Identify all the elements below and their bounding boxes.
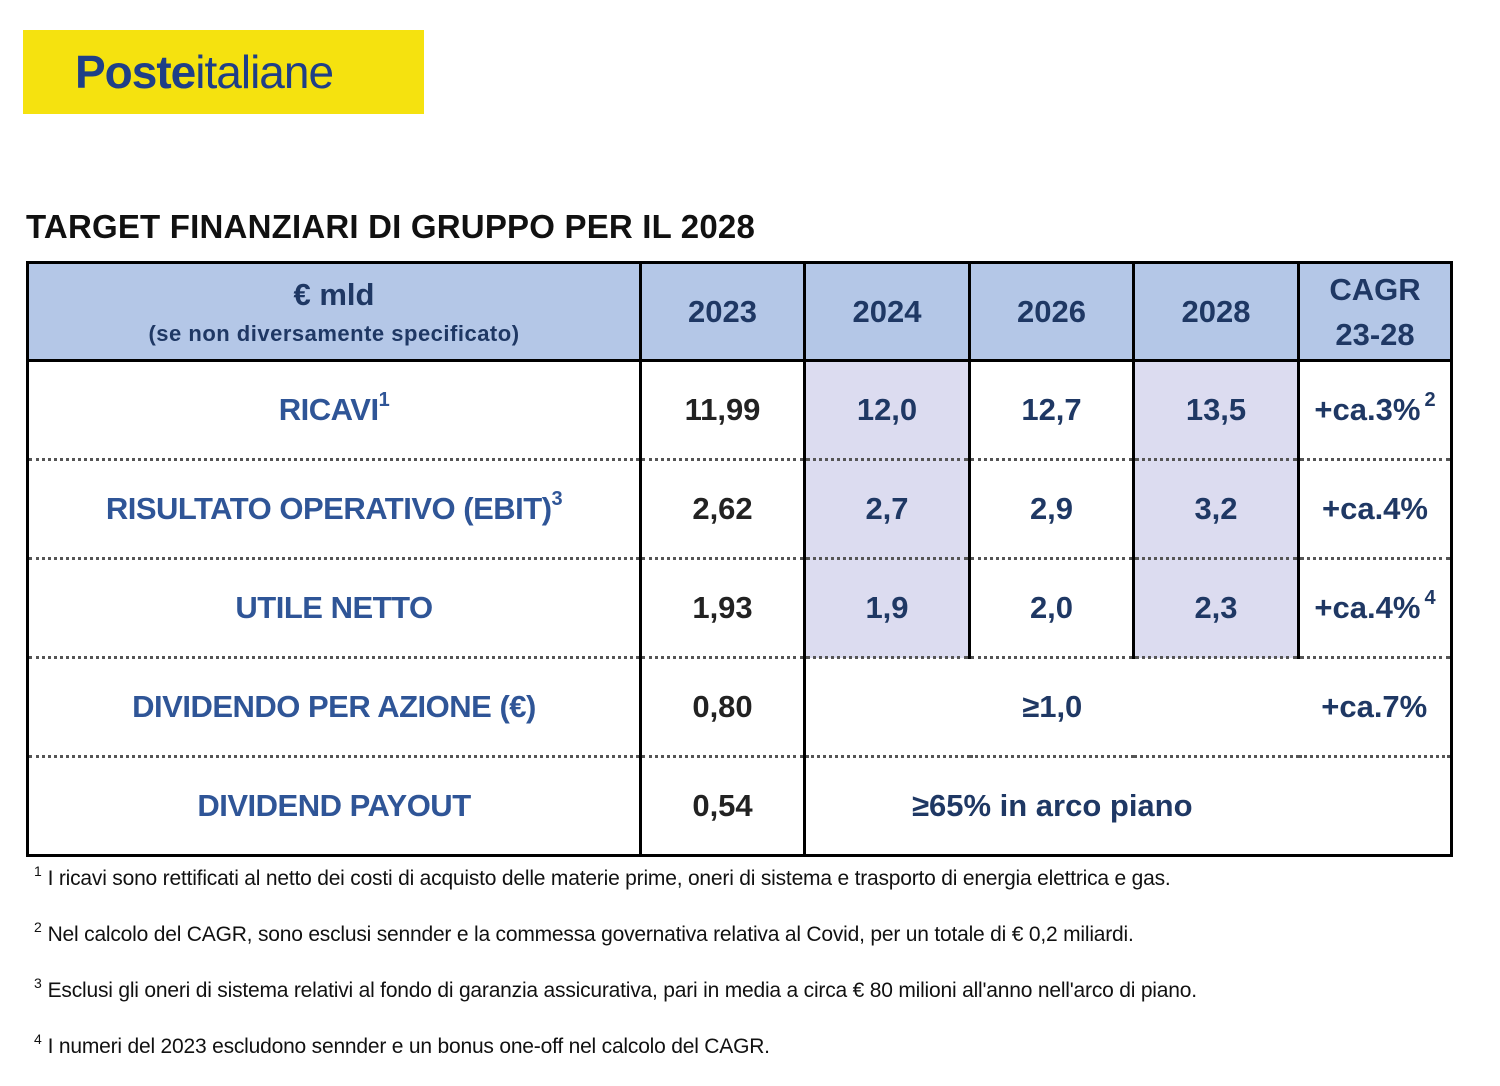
header-year-2026: 2026 [968, 261, 1135, 362]
table-row-utile-netto: UTILE NETTO 1,93 1,9 2,0 2,3 +ca.4% 4 [26, 557, 1453, 658]
value-2026: 2,0 [969, 557, 1135, 658]
logo-text: Posteitaliane [75, 45, 334, 99]
value-2023: 11,99 [640, 359, 806, 460]
poste-italiane-logo: Posteitaliane [23, 30, 424, 114]
footnote-ref: 2 [1424, 389, 1436, 411]
header-cagr: CAGR 23-28 [1297, 261, 1453, 362]
header-year-2023: 2023 [639, 261, 806, 362]
value-2028: 13,5 [1133, 359, 1300, 460]
footnote-ref: 4 [1424, 587, 1436, 609]
value-cagr: +ca.3% 2 [1298, 359, 1453, 460]
table-row-ebit: RISULTATO OPERATIVO (EBIT)3 2,62 2,7 2,9… [26, 458, 1453, 559]
table-row-payout: DIVIDEND PAYOUT 0,54 ≥65% in arco piano [26, 755, 1453, 857]
footnote-ref: 1 [378, 389, 390, 411]
footnote-number: 3 [34, 975, 42, 991]
row-label: DIVIDENDO PER AZIONE (€) [26, 656, 642, 757]
value-2024: 12,0 [804, 359, 971, 460]
row-label: UTILE NETTO [26, 557, 642, 658]
footnote-number: 1 [34, 863, 42, 879]
footnote-ref: 3 [551, 488, 563, 510]
value-2024: 2,7 [804, 458, 971, 559]
value-2026: 12,7 [969, 359, 1135, 460]
footnote: 4 I numeri del 2023 escludono sennder e u… [34, 1030, 1434, 1086]
logo-text-bold: Poste [75, 46, 196, 98]
row-label-text: RISULTATO OPERATIVO (EBIT) [105, 491, 552, 526]
footnote: 2 Nel calcolo del CAGR, sono esclusi senn… [34, 918, 1434, 974]
value-2028: 3,2 [1133, 458, 1300, 559]
value-2026: 2,9 [969, 458, 1135, 559]
header-unit-cell: € mld (se non diversamente specificato) [26, 261, 642, 362]
header-unit: € mld [293, 276, 375, 312]
footnote-text: Nel calcolo del CAGR, sono esclusi sennd… [47, 923, 1134, 946]
header-year-2028: 2028 [1132, 261, 1300, 362]
value-2024: 1,9 [804, 557, 971, 658]
row-label-text: RICAVI [278, 392, 379, 427]
footnote: 3 Esclusi gli oneri di sistema relativi a… [34, 974, 1434, 1030]
row-label: RICAVI1 [26, 359, 642, 460]
header-cagr-line2: 23-28 [1335, 316, 1415, 352]
financial-targets-table: € mld (se non diversamente specificato) … [26, 261, 1453, 857]
value-cagr: +ca.4% [1298, 458, 1453, 559]
value-cagr: +ca.7% [1298, 656, 1453, 757]
footnote-text: Esclusi gli oneri di sistema relativi al… [47, 979, 1197, 1002]
footnote: 1 I ricavi sono rettificati al netto dei … [34, 862, 1434, 918]
footnote-text: I numeri del 2023 escludono sennder e un… [47, 1035, 770, 1058]
footnote-number: 4 [34, 1031, 42, 1047]
row-label: RISULTATO OPERATIVO (EBIT)3 [26, 458, 642, 559]
header-unit-note: (se non diversamente specificato) [148, 320, 520, 346]
value-cagr-text: +ca.3% [1314, 392, 1421, 427]
footnotes: 1 I ricavi sono rettificati al netto dei … [34, 862, 1434, 1086]
value-2023: 0,80 [640, 656, 806, 757]
value-2023: 1,93 [640, 557, 806, 658]
row-label: DIVIDEND PAYOUT [26, 755, 642, 857]
value-target: ≥1,0 [804, 656, 1299, 757]
page-title: TARGET FINANZIARI DI GRUPPO PER IL 2028 [26, 208, 756, 245]
footnote-text: I ricavi sono rettificati al netto dei c… [47, 867, 1171, 890]
table-row-dividendo: DIVIDENDO PER AZIONE (€) 0,80 ≥1,0 +ca.7… [26, 656, 1453, 757]
logo-text-light: italiane [195, 46, 334, 98]
value-2028: 2,3 [1133, 557, 1300, 658]
value-2023: 0,54 [640, 755, 806, 857]
header-cagr-line1: CAGR [1329, 271, 1421, 307]
value-target: ≥65% in arco piano [804, 755, 1299, 857]
value-cagr-empty [1298, 755, 1453, 857]
table-header-row: € mld (se non diversamente specificato) … [26, 261, 1453, 362]
value-2023: 2,62 [640, 458, 806, 559]
header-year-2024: 2024 [803, 261, 971, 362]
footnote-number: 2 [34, 919, 42, 935]
value-cagr-text: +ca.4% [1314, 590, 1421, 625]
value-cagr: +ca.4% 4 [1298, 557, 1453, 658]
table-row-ricavi: RICAVI1 11,99 12,0 12,7 13,5 +ca.3% 2 [26, 359, 1453, 460]
